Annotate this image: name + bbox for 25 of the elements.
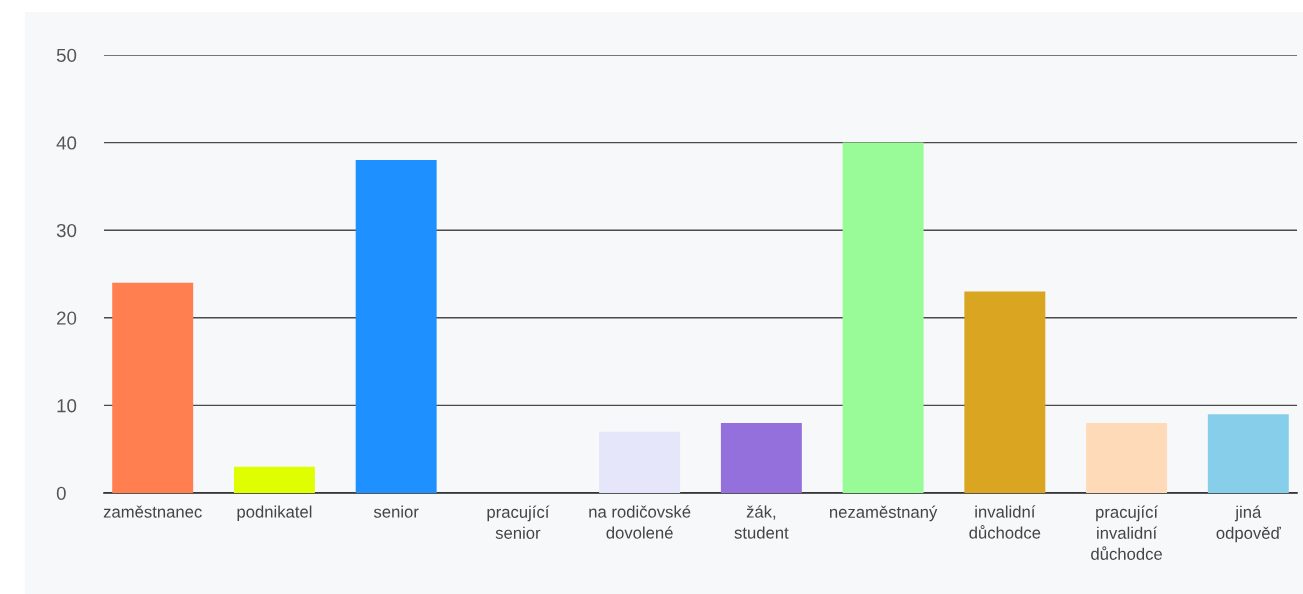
x-tick-label: podnikatel xyxy=(237,505,312,522)
x-tick-label: jiná odpověď xyxy=(1216,505,1281,543)
y-tick-label: 0 xyxy=(56,486,66,500)
bar xyxy=(233,466,315,493)
y-tick-label: 50 xyxy=(56,48,77,62)
x-tick-label: invalidní důchodce xyxy=(969,505,1041,539)
bar xyxy=(720,422,802,493)
x-tick-label: nezaměstnaný xyxy=(830,505,938,522)
x-tick-label: senior xyxy=(373,505,419,518)
y-tick-label: 10 xyxy=(57,399,77,413)
x-tick-label: zaměstnanec xyxy=(103,505,202,518)
bar xyxy=(1207,414,1289,493)
x-tick-label: na rodičovské dovolené xyxy=(589,505,691,539)
bar xyxy=(112,282,194,493)
y-tick-label: 30 xyxy=(56,223,77,238)
y-tick-label: 20 xyxy=(57,311,77,325)
x-tick-label: žák, student xyxy=(734,505,789,539)
bar xyxy=(1086,422,1168,493)
bar xyxy=(842,142,924,493)
x-tick-label: pracující senior xyxy=(487,505,550,539)
x-tick-label: pracující invalidní důchodce xyxy=(1091,505,1162,560)
bar xyxy=(964,291,1046,493)
y-tick-label: 40 xyxy=(56,136,77,150)
bar xyxy=(599,431,681,493)
bar xyxy=(355,160,437,493)
